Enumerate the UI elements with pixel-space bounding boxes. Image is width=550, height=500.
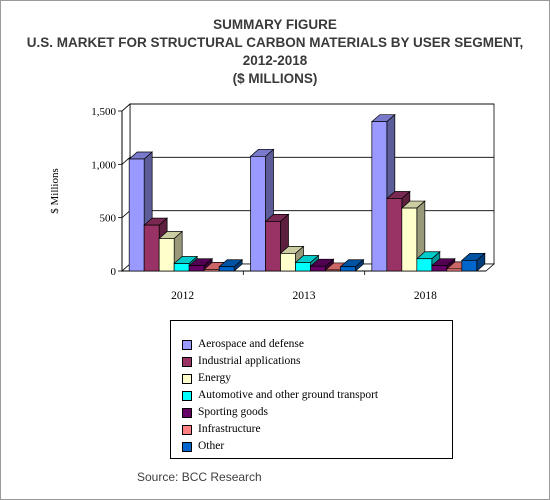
legend-label: Sporting goods bbox=[198, 406, 268, 418]
legend-label: Aerospace and defense bbox=[198, 338, 304, 350]
bar-energy-2018 bbox=[401, 207, 418, 272]
legend-swatch bbox=[182, 340, 192, 350]
title-line-1: SUMMARY FIGURE bbox=[213, 17, 337, 32]
legend-swatch bbox=[182, 391, 192, 401]
bar-industrial-applications-2012 bbox=[143, 224, 160, 272]
bar-automotive-and-other-ground-transport-2018 bbox=[416, 258, 433, 272]
x-tick-label: 2018 bbox=[414, 290, 437, 302]
chart-title: SUMMARY FIGURE U.S. MARKET FOR STRUCTURA… bbox=[0, 16, 550, 88]
legend-label: Energy bbox=[198, 372, 232, 384]
bar-other-2018 bbox=[461, 259, 478, 272]
legend-swatch bbox=[182, 408, 192, 418]
source-note: Source: BCC Research bbox=[137, 470, 262, 484]
y-tick-label: 0 bbox=[111, 266, 117, 278]
legend-swatch bbox=[182, 425, 192, 435]
bar-other-2013 bbox=[340, 266, 356, 272]
bar-automotive-and-other-ground-transport-2012 bbox=[173, 263, 190, 272]
y-tick-label: 500 bbox=[100, 213, 117, 225]
plot-side-wall bbox=[121, 103, 131, 272]
bar-aerospace-and-defense-2012 bbox=[128, 158, 145, 272]
plot-back-wall bbox=[129, 103, 495, 265]
y-axis-label: $ Millions bbox=[49, 168, 61, 214]
legend-label: Infrastructure bbox=[198, 423, 261, 435]
bar-industrial-applications-2018 bbox=[386, 198, 403, 272]
y-tick-label: 1,500 bbox=[91, 106, 116, 118]
bar-aerospace-and-defense-2018 bbox=[371, 121, 388, 272]
bar-sporting-goods-2018 bbox=[431, 265, 448, 272]
title-line-2: U.S. MARKET FOR STRUCTURAL CARBON MATERI… bbox=[26, 35, 524, 50]
bar-infrastructure-2018 bbox=[446, 268, 463, 272]
bar-industrial-applications-2013 bbox=[265, 221, 281, 272]
x-tick-label: 2012 bbox=[171, 290, 194, 302]
title-line-3: 2012-2018 bbox=[242, 53, 308, 68]
bar-sporting-goods-2013 bbox=[310, 265, 326, 272]
legend-label: Other bbox=[198, 440, 225, 452]
bar-energy-2012 bbox=[158, 238, 175, 272]
chart-legend: Aerospace and defense Industrial applicat… bbox=[170, 320, 453, 459]
bar-energy-2013 bbox=[280, 253, 296, 272]
bar-other-2012 bbox=[218, 266, 235, 272]
gridline-side bbox=[121, 103, 131, 112]
bar-chart: 0 500 1,000 1,500 $ Millions 2012 2013 2018 bbox=[49, 103, 496, 302]
gridline-side bbox=[121, 210, 131, 218]
gridline-side bbox=[121, 157, 131, 165]
bar-automotive-and-other-ground-transport-2013 bbox=[295, 262, 311, 272]
bar-aerospace-and-defense-2013 bbox=[250, 155, 266, 272]
legend-swatch bbox=[182, 374, 192, 384]
title-line-4: ($ MILLIONS) bbox=[232, 71, 318, 86]
legend-label: Automotive and other ground transport bbox=[198, 389, 379, 401]
legend-label: Industrial applications bbox=[198, 355, 301, 367]
bar-sporting-goods-2012 bbox=[188, 265, 205, 272]
legend-swatch bbox=[182, 442, 192, 452]
bar-infrastructure-2012 bbox=[203, 269, 220, 272]
legend-swatch bbox=[182, 357, 192, 367]
bar-infrastructure-2013 bbox=[325, 269, 341, 272]
x-tick-label: 2013 bbox=[293, 290, 316, 302]
y-tick-label: 1,000 bbox=[91, 159, 116, 171]
